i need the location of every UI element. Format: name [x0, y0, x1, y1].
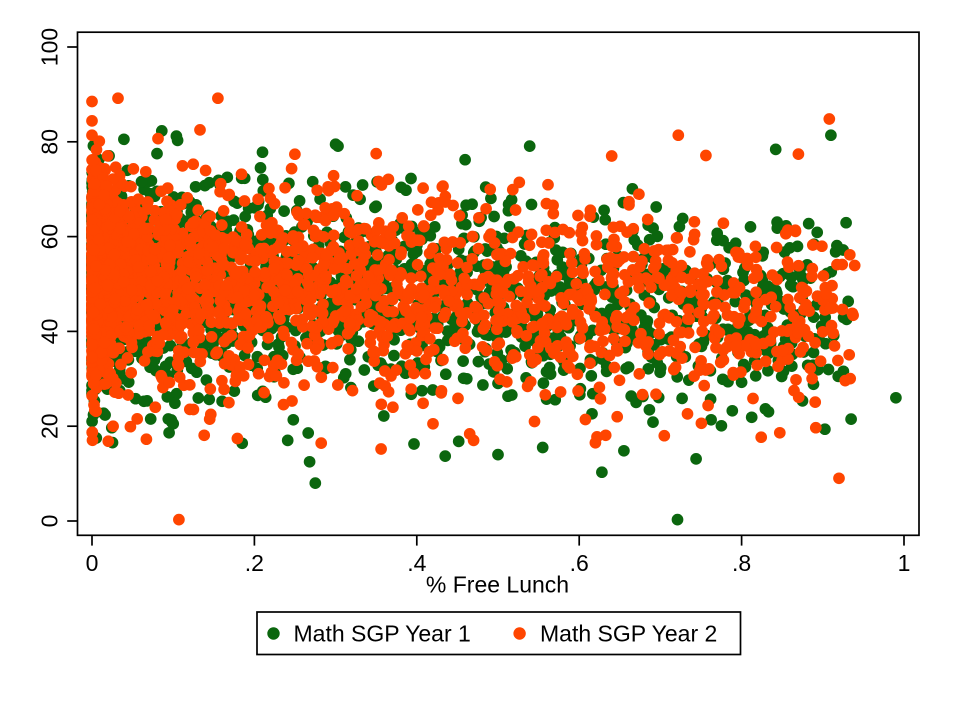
svg-text:0: 0	[37, 515, 63, 528]
svg-text:1: 1	[898, 550, 911, 576]
svg-text:.2: .2	[245, 550, 264, 576]
svg-text:% Free Lunch: % Free Lunch	[426, 572, 569, 598]
svg-text:20: 20	[37, 413, 63, 439]
svg-text:60: 60	[37, 224, 63, 250]
svg-text:.4: .4	[407, 550, 426, 576]
svg-text:Math SGP Year 1: Math SGP Year 1	[294, 621, 471, 647]
svg-text:40: 40	[37, 319, 63, 345]
svg-text:80: 80	[37, 129, 63, 155]
svg-text:.6: .6	[570, 550, 589, 576]
svg-text:.8: .8	[732, 550, 751, 576]
svg-text:0: 0	[86, 550, 99, 576]
svg-text:Math SGP Year 2: Math SGP Year 2	[540, 621, 717, 647]
svg-text:100: 100	[37, 28, 63, 66]
